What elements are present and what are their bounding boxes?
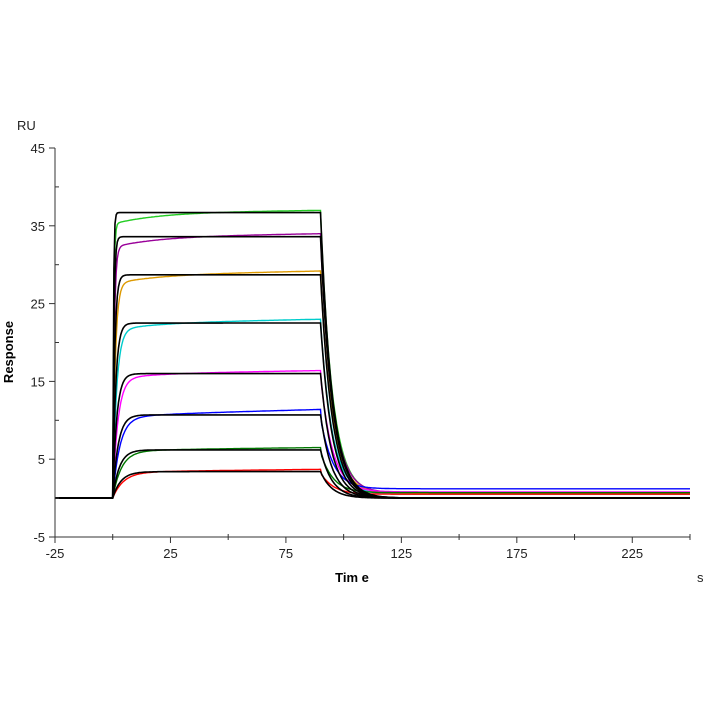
data-curve-conc-6: [55, 408, 690, 499]
x-tick-label: 225: [621, 546, 643, 561]
fit-curve-conc-2: [55, 235, 690, 499]
fit-curve-conc-1: [55, 211, 690, 499]
x-unit-label: s: [697, 570, 704, 585]
fit-curve-conc-6: [55, 414, 690, 499]
data-curve-conc-8: [55, 468, 690, 499]
x-tick-label: 75: [279, 546, 293, 561]
data-curve-conc-3: [55, 270, 690, 499]
y-tick-label: 15: [31, 374, 45, 389]
y-tick-label: 25: [31, 297, 45, 312]
data-curve-conc-1: [55, 209, 690, 499]
fit-curve-conc-3: [55, 274, 690, 499]
x-tick-label: 125: [391, 546, 413, 561]
x-axis-title: Tim e: [335, 570, 369, 585]
data-curve-conc-2: [55, 233, 690, 499]
data-curve-conc-5: [55, 369, 690, 499]
curves-layer: [55, 209, 690, 499]
axes-layer: -5 5 15 25 35 45 -25 25 75 125 175 225: [31, 141, 691, 561]
y-tick-label: 35: [31, 219, 45, 234]
y-tick-label: 45: [31, 141, 45, 156]
y-tick-label: 5: [38, 452, 45, 467]
y-axis-title: Response: [1, 321, 16, 383]
fit-curve-conc-5: [55, 372, 690, 499]
y-tick-label: -5: [33, 530, 45, 545]
fit-curve-conc-8: [55, 470, 690, 499]
x-tick-label: -25: [46, 546, 65, 561]
x-tick-label: 25: [163, 546, 177, 561]
y-unit-label: RU: [17, 118, 36, 133]
x-tick-label: 175: [506, 546, 528, 561]
